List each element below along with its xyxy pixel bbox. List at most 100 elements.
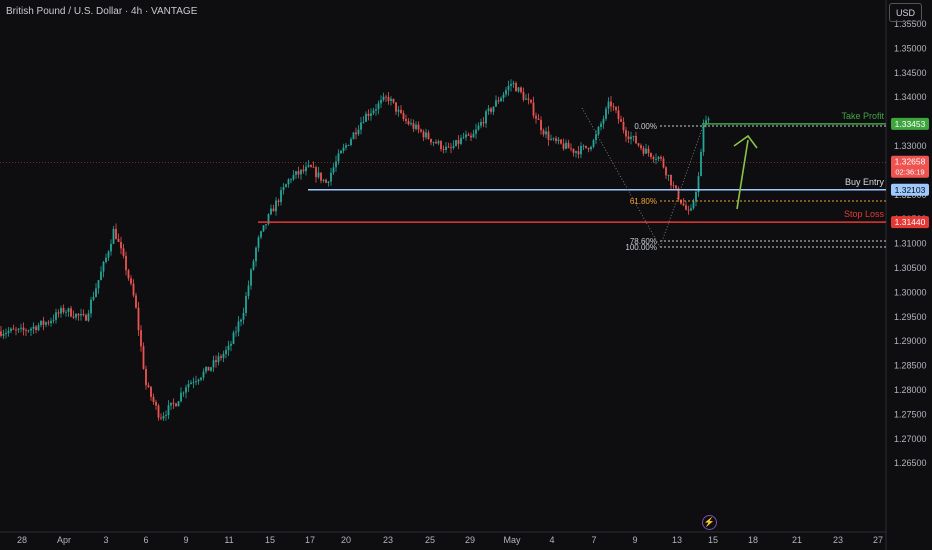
time-tick-label: 3 — [103, 535, 108, 545]
candle — [552, 137, 555, 141]
price-tick-label: 1.26500 — [894, 458, 927, 468]
candle — [627, 130, 630, 143]
candle — [197, 378, 200, 385]
price-tick-label: 1.29000 — [894, 336, 927, 346]
candle — [707, 116, 710, 124]
time-tick-label: 4 — [549, 535, 554, 545]
candle — [530, 99, 532, 104]
candle — [585, 145, 587, 149]
candle — [667, 174, 670, 181]
candle — [295, 170, 297, 179]
stop-loss-price-badge: 1.31440 — [891, 216, 929, 229]
fib-level-label: 78.60% — [630, 237, 657, 246]
candle — [15, 326, 17, 336]
candle — [347, 144, 350, 146]
candle — [335, 155, 337, 172]
candle — [52, 314, 55, 324]
candle — [105, 253, 107, 264]
candle — [555, 135, 557, 144]
projection-arrow — [733, 134, 758, 210]
currency-button[interactable]: USD — [889, 3, 922, 22]
candle — [107, 250, 110, 261]
candle — [635, 131, 637, 144]
candle — [300, 169, 302, 180]
candle — [580, 142, 582, 159]
fib-level-label: 100.00% — [625, 243, 657, 252]
candle — [357, 125, 360, 136]
candle — [592, 138, 595, 149]
candle — [430, 138, 432, 146]
candle — [557, 136, 560, 145]
candle — [297, 166, 300, 179]
price-tick-label: 1.27500 — [894, 409, 927, 419]
candle — [380, 95, 382, 108]
candle — [462, 132, 465, 140]
candle — [522, 87, 525, 102]
candle — [252, 258, 255, 271]
candle — [250, 268, 252, 290]
candle — [65, 309, 67, 317]
svg-text:1.32103: 1.32103 — [895, 185, 926, 195]
candle — [320, 172, 322, 184]
candle — [705, 115, 707, 128]
candle — [215, 355, 217, 368]
lightning-icon[interactable]: ⚡ — [702, 515, 717, 530]
fib-trendline — [581, 107, 661, 248]
price-tick-label: 1.35500 — [894, 19, 927, 29]
candle — [330, 167, 332, 186]
candle — [30, 326, 32, 336]
candle — [130, 275, 132, 286]
candle — [630, 131, 632, 145]
candle — [467, 132, 470, 136]
time-tick-label: 23 — [833, 535, 843, 545]
price-tick-label: 1.35000 — [894, 43, 927, 53]
candle — [465, 130, 467, 141]
take-profit-price-badge: 1.33453 — [891, 117, 929, 130]
candle — [477, 122, 480, 131]
candle — [420, 128, 422, 133]
candle — [670, 174, 672, 190]
candle — [532, 96, 535, 119]
candle — [327, 180, 330, 187]
candle — [460, 134, 462, 146]
candle — [217, 352, 220, 366]
candle — [280, 186, 282, 206]
candle — [162, 412, 165, 422]
time-tick-label: May — [503, 535, 521, 545]
candle — [202, 368, 205, 381]
candle — [587, 147, 590, 153]
candle — [345, 142, 347, 151]
candle — [607, 97, 610, 115]
candle — [535, 112, 537, 124]
candle — [482, 117, 485, 128]
candle — [237, 315, 240, 337]
candle — [262, 225, 265, 233]
candle — [560, 139, 562, 145]
candle — [457, 135, 460, 150]
time-tick-label: 7 — [591, 535, 596, 545]
bar-countdown: 02:36:19 — [895, 168, 924, 177]
candle — [35, 325, 37, 334]
buy-entry-label: Buy Entry — [845, 177, 885, 187]
candle — [220, 353, 222, 361]
price-tick-label: 1.29500 — [894, 312, 927, 322]
candle — [122, 243, 125, 259]
candle — [312, 161, 315, 168]
candle — [147, 382, 150, 388]
candle — [387, 92, 390, 105]
candle — [625, 126, 627, 142]
candle — [20, 323, 22, 333]
candle — [205, 366, 207, 375]
candle — [410, 118, 412, 126]
candle — [642, 145, 645, 157]
candle — [160, 413, 162, 421]
time-tick-label: 9 — [183, 535, 188, 545]
candle — [657, 156, 660, 162]
candle — [690, 204, 692, 212]
candle — [175, 402, 177, 407]
candle — [472, 129, 475, 138]
candle — [85, 313, 87, 322]
candle — [10, 327, 12, 334]
